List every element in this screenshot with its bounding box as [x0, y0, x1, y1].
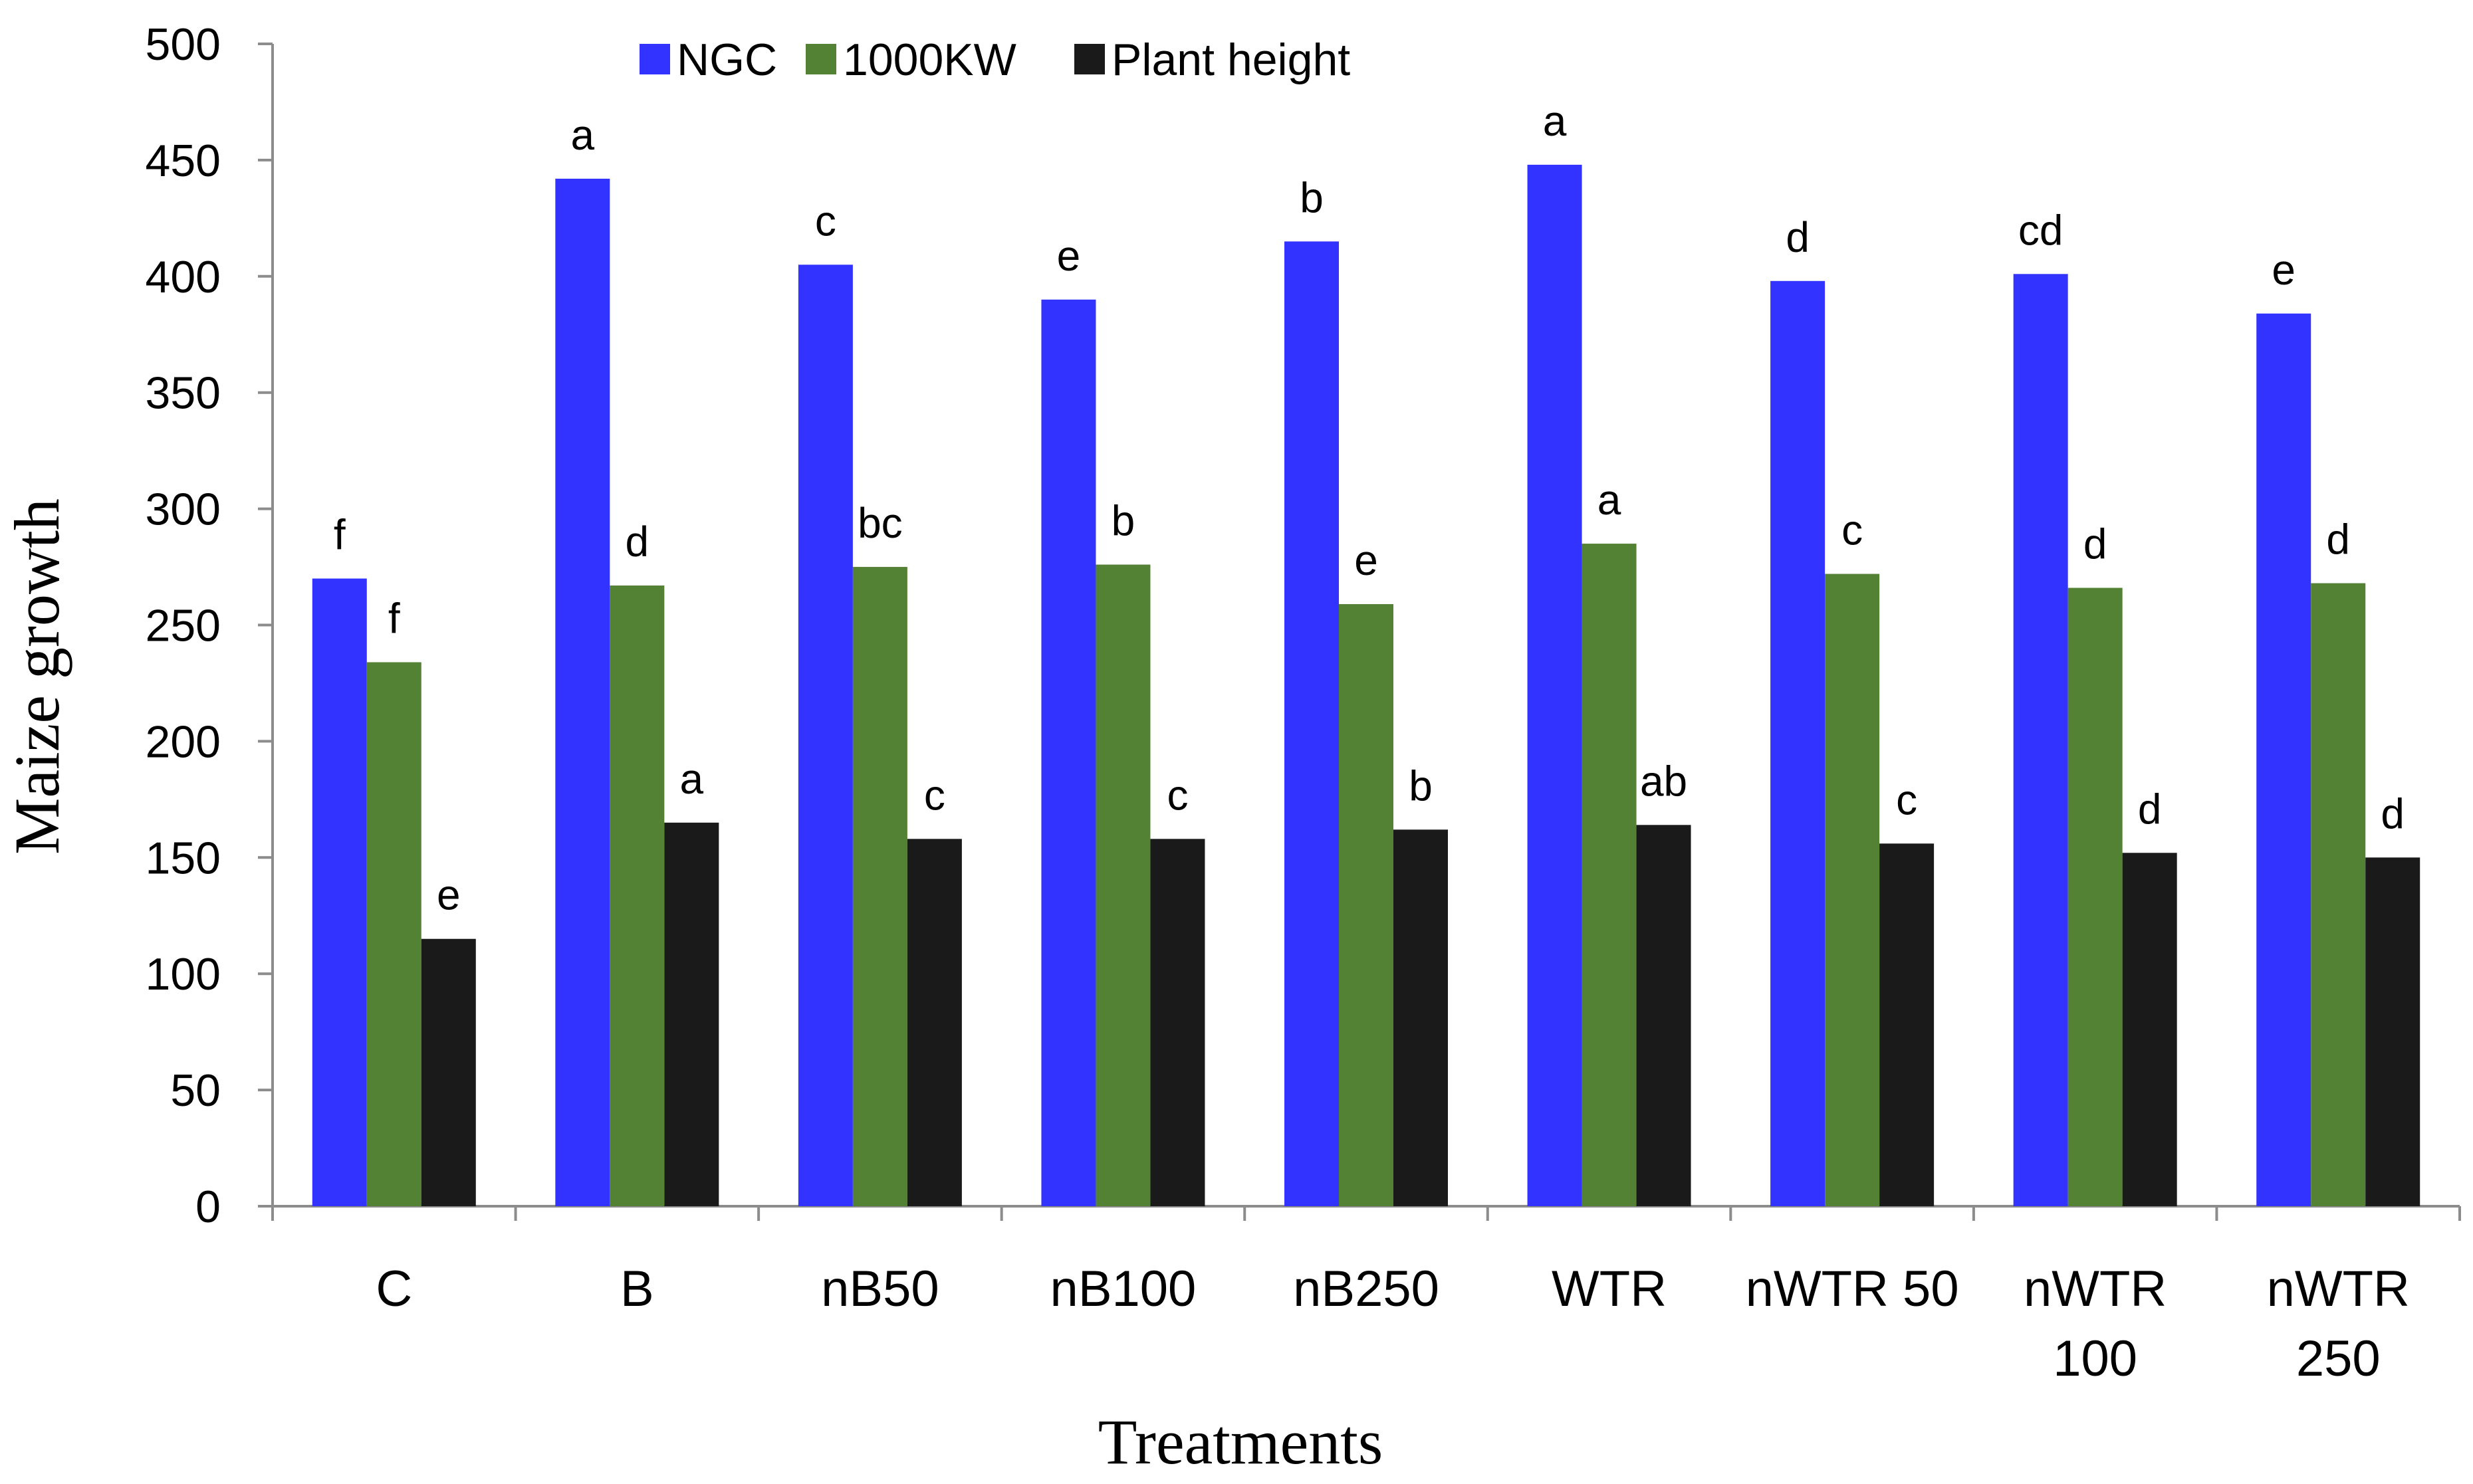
significance-letter: d [2083, 520, 2107, 568]
significance-letter: a [571, 111, 595, 159]
bar-1000kw [852, 567, 907, 1206]
significance-letter: b [1112, 497, 1135, 545]
significance-letter: d [2381, 790, 2405, 837]
bar-1000kw [366, 662, 421, 1206]
x-category-label: nWTR 50 [1746, 1261, 1959, 1317]
bar-ngc [2013, 274, 2068, 1206]
y-tick-label: 50 [170, 1065, 221, 1116]
bar-ngc [555, 178, 610, 1206]
significance-letter: d [626, 518, 649, 566]
significance-letter: d [2138, 785, 2162, 833]
legend-label: 1000KW [843, 35, 1016, 85]
y-tick-label: 150 [146, 833, 221, 883]
y-tick-label: 0 [195, 1182, 221, 1232]
significance-letter: b [1409, 762, 1433, 809]
significance-letter: f [388, 594, 400, 642]
significance-letter: c [815, 197, 836, 245]
legend: NGC 1000KW Plant height [640, 35, 1350, 85]
bar-1000kw [1339, 604, 1393, 1206]
x-category-label: nWTR 100 [2024, 1261, 2167, 1387]
significance-letter: d [2326, 516, 2350, 564]
y-tick-label: 250 [146, 601, 221, 651]
legend-swatch [640, 44, 670, 74]
bar-ngc [1284, 241, 1339, 1207]
bar-plant-height [1636, 825, 1691, 1206]
y-tick-label: 200 [146, 716, 221, 767]
significance-letter: cd [2018, 206, 2063, 254]
bar-plant-height [1393, 829, 1448, 1206]
bar-ngc [1527, 164, 1582, 1206]
x-axis-title: Treatments [1098, 1406, 1383, 1477]
bar-1000kw [1582, 544, 1637, 1206]
significance-letter: c [924, 771, 945, 819]
significance-letter: a [1543, 97, 1567, 145]
bar-1000kw [2311, 583, 2366, 1206]
significance-letter: b [1300, 173, 1324, 221]
legend-swatch [806, 44, 836, 74]
x-category-label: nB250 [1293, 1261, 1439, 1317]
significance-letter: e [1354, 536, 1378, 584]
significance-letter: d [1786, 213, 1810, 261]
bar-plant-height [907, 839, 962, 1206]
bar-ngc [312, 578, 367, 1206]
bar-plant-height [2122, 853, 2177, 1206]
legend-label: NGC [677, 35, 777, 85]
bar-ngc [2256, 313, 2311, 1206]
significance-letter: e [2272, 246, 2296, 294]
x-category-label: nB50 [821, 1261, 939, 1317]
bar-plant-height [1150, 839, 1205, 1206]
significance-letter: c [1841, 506, 1863, 554]
y-axis: 0 50 100 150 200 250 300 350 400 450 500 [146, 19, 274, 1232]
bar-1000kw [2067, 587, 2123, 1206]
significance-letter: e [1057, 232, 1081, 280]
significance-letter: bc [858, 499, 903, 547]
legend-swatch [1074, 44, 1105, 74]
bar-plant-height [1879, 843, 1935, 1206]
legend-label: Plant height [1112, 35, 1350, 85]
y-tick-label: 450 [146, 136, 221, 186]
bar-1000kw [1096, 564, 1151, 1206]
y-tick-label: 300 [146, 484, 221, 535]
y-tick-label: 100 [146, 949, 221, 1000]
bar-plant-height [2365, 857, 2420, 1206]
y-tick-label: 350 [146, 368, 221, 419]
significance-letter: f [334, 511, 346, 559]
significance-letter: c [1896, 776, 1917, 823]
significance-letter: e [437, 871, 461, 919]
bar-ngc [1041, 299, 1096, 1206]
y-tick-label: 500 [146, 19, 221, 70]
x-category-label: B [620, 1261, 654, 1317]
bar-ngc [1770, 280, 1825, 1206]
x-category-label: nB100 [1050, 1261, 1197, 1317]
bars [312, 164, 2420, 1207]
significance-letter: ab [1640, 757, 1687, 805]
x-category-label: C [376, 1261, 412, 1317]
x-category-label: WTR [1552, 1261, 1667, 1317]
bar-plant-height [664, 822, 719, 1206]
bar-plant-height [421, 938, 476, 1206]
x-category-label: nWTR 250 [2267, 1261, 2410, 1387]
bar-1000kw [1825, 574, 1880, 1206]
y-axis-title: Maize growth [1, 498, 72, 855]
bar-1000kw [610, 585, 665, 1206]
significance-letter: a [680, 755, 704, 803]
significance-letter: c [1167, 771, 1188, 819]
y-tick-label: 400 [146, 252, 221, 302]
bar-ngc [798, 265, 853, 1206]
significance-letter: a [1597, 476, 1621, 524]
